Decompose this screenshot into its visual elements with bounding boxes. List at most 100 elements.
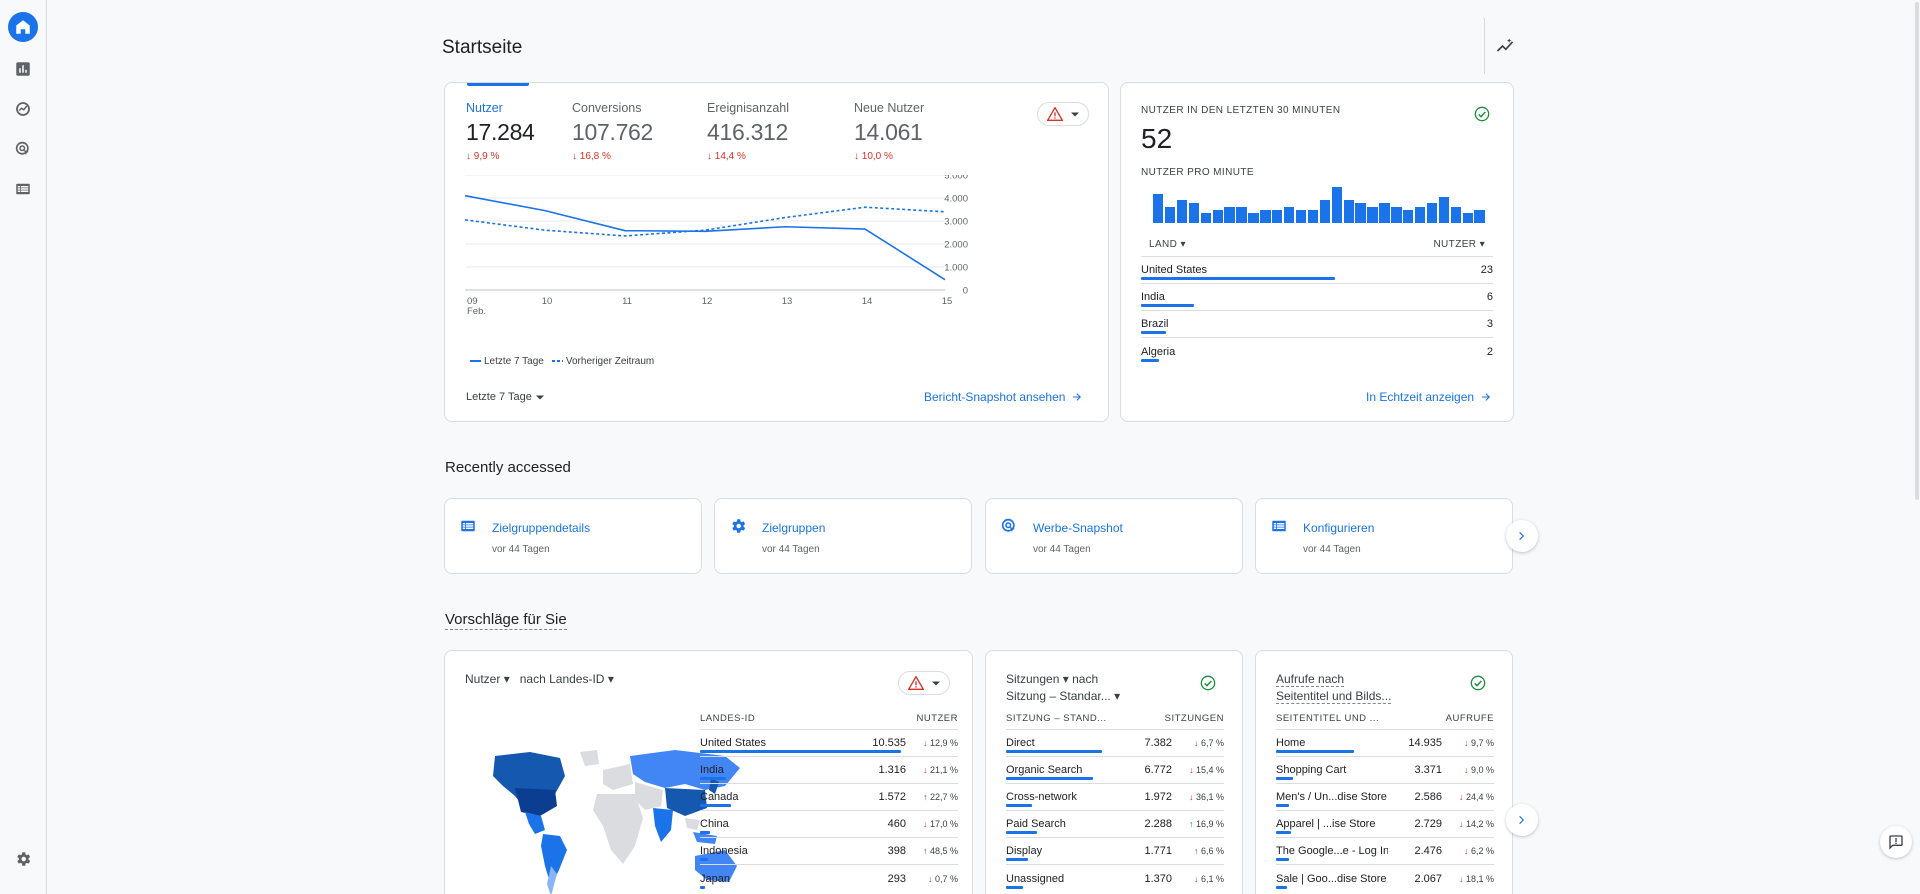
- recent-next-button[interactable]: [1506, 520, 1538, 552]
- explore-nav-button[interactable]: [8, 94, 38, 124]
- row-label: Cross-network: [1006, 791, 1077, 803]
- delta-value: 36,1 %: [1195, 792, 1224, 802]
- table-row[interactable]: Indonesia 398 ↑ 48,5 %: [700, 838, 958, 865]
- recent-item-audiences[interactable]: Zielgruppen vor 44 Tagen: [714, 498, 972, 574]
- table-row[interactable]: United States 10.535 ↓ 12,9 %: [700, 730, 958, 757]
- check-circle-icon: [1200, 675, 1216, 691]
- row-delta: ↓ 0,7 %: [906, 874, 958, 884]
- header-line-1[interactable]: Aufrufe nach: [1276, 672, 1345, 687]
- table-row[interactable]: Home 14.935 ↓ 9,7 %: [1276, 730, 1494, 757]
- arrow-up-icon: ↑: [1188, 819, 1196, 829]
- metric-tab-event-count[interactable]: Ereignisanzahl 416.312 ↓ 14,4 %: [707, 101, 789, 162]
- row-delta: ↑ 22,7 %: [906, 792, 958, 802]
- status-ok-badge[interactable]: [1471, 103, 1493, 125]
- scrollbar-thumb[interactable]: [1915, 2, 1919, 500]
- home-nav-button[interactable]: [8, 12, 38, 42]
- advertising-nav-button[interactable]: [8, 134, 38, 164]
- column-header-page-title: SEITENTITEL UND ...: [1276, 713, 1380, 724]
- table-row[interactable]: Shopping Cart 3.371 ↓ 9,0 %: [1276, 757, 1494, 784]
- metric-dropdown[interactable]: Sitzungen ▾: [1006, 671, 1069, 688]
- table-row[interactable]: India 1.316 ↓ 21,1 %: [700, 757, 958, 784]
- minute-bar: [1236, 206, 1247, 223]
- advertising-icon: [1001, 518, 1015, 532]
- caret-down-icon: ▾: [1062, 672, 1069, 686]
- row-share-bar: [700, 886, 706, 889]
- row-label: India: [700, 764, 724, 776]
- row-share-bar: [1006, 831, 1037, 834]
- delta-value: 6,7 %: [1200, 738, 1224, 748]
- row-share-bar: [1006, 804, 1033, 807]
- view-realtime-link[interactable]: In Echtzeit anzeigen: [1366, 390, 1492, 404]
- row-label: Sale | Goo...dise Store: [1276, 872, 1387, 885]
- table-row[interactable]: Japan 293 ↓ 0,7 %: [700, 865, 958, 892]
- metric-tab-new-users[interactable]: Neue Nutzer 14.061 ↓ 10,0 %: [854, 101, 924, 162]
- row-value: 1.771: [1144, 845, 1172, 857]
- metric-tab-conversions[interactable]: Conversions 107.762 ↓ 16,8 %: [572, 101, 653, 162]
- table-row[interactable]: Unassigned 1.370 ↓ 6,1 %: [1006, 865, 1224, 892]
- row-share-bar: [1006, 858, 1028, 861]
- reports-nav-button[interactable]: [8, 54, 38, 84]
- recent-item-name: Werbe-Snapshot: [1033, 521, 1123, 535]
- metric-label: Neue Nutzer: [854, 101, 925, 115]
- row-value: 2.586: [1414, 791, 1442, 803]
- dimension-dropdown[interactable]: Sitzung – Standar... ▾: [1006, 688, 1120, 705]
- view-report-snapshot-link[interactable]: Bericht-Snapshot ansehen: [924, 390, 1083, 404]
- status-ok-badge[interactable]: [1197, 672, 1219, 694]
- table-row[interactable]: Canada 1.572 ↑ 22,7 %: [700, 784, 958, 811]
- column-header-country[interactable]: LAND ▾: [1149, 239, 1186, 250]
- arrow-down-icon: ↓: [1458, 819, 1466, 829]
- table-row[interactable]: China 460 ↓ 17,0 %: [700, 811, 958, 838]
- card-header: Sitzungen ▾ nach Sitzung – Standar... ▾: [1006, 671, 1120, 705]
- table-row: India 6: [1141, 284, 1493, 311]
- configure-nav-button[interactable]: [8, 174, 38, 204]
- suggestions-next-button[interactable]: [1506, 804, 1538, 836]
- dimension-dropdown[interactable]: nach Landes-ID ▾: [520, 671, 614, 688]
- home-icon: [16, 20, 30, 34]
- row-share-bar: [1276, 831, 1292, 834]
- table-row[interactable]: Sale | Goo...dise Store 2.067 ↓ 18,1 %: [1276, 865, 1494, 892]
- metric-delta: ↓ 16,8 %: [572, 151, 653, 162]
- table-row[interactable]: Organic Search 6.772 ↓ 15,4 %: [1006, 757, 1224, 784]
- table-row[interactable]: Paid Search 2.288 ↑ 16,9 %: [1006, 811, 1224, 838]
- settings-button[interactable]: [8, 844, 38, 874]
- header-line-2[interactable]: Seitentitel und Bilds...: [1276, 689, 1392, 704]
- metric-delta-value: 9,9 %: [473, 151, 500, 162]
- vertical-scrollbar[interactable]: [1913, 0, 1920, 500]
- table-row[interactable]: The Google...e - Log In 2.476 ↓ 6,2 %: [1276, 838, 1494, 865]
- row-value: 2.067: [1414, 872, 1442, 885]
- country-table: LANDES-ID NUTZER United States 10.535 ↓ 12,…: [700, 713, 958, 892]
- table-row[interactable]: Apparel | ...ise Store 2.729 ↓ 14,2 %: [1276, 811, 1494, 838]
- insights-button[interactable]: [1484, 18, 1524, 74]
- insights-icon: [1496, 38, 1513, 52]
- row-share-bar: [1141, 359, 1159, 362]
- table-row[interactable]: Men's / Un...dise Store 2.586 ↓ 24,4 %: [1276, 784, 1494, 811]
- metric-dropdown[interactable]: Nutzer ▾: [465, 671, 510, 688]
- row-delta: ↓ 6,2 %: [1442, 846, 1494, 856]
- arrow-down-icon: ↓: [1463, 846, 1471, 856]
- status-ok-badge[interactable]: [1467, 672, 1489, 694]
- row-delta: ↑ 48,5 %: [906, 846, 958, 856]
- table-row[interactable]: Direct 7.382 ↓ 6,7 %: [1006, 730, 1224, 757]
- metric-delta-value: 14,4 %: [714, 151, 746, 162]
- recent-item-ad-snapshot[interactable]: Werbe-Snapshot vor 44 Tagen: [985, 498, 1243, 574]
- table-header: SITZUNG – STAND... SITZUNGEN: [1006, 713, 1224, 730]
- date-range-dropdown[interactable]: Letzte 7 Tage: [466, 391, 544, 403]
- series-line-previous: [465, 206, 946, 237]
- anomaly-warning-chip[interactable]: [898, 671, 950, 695]
- table-icon: [1272, 520, 1286, 532]
- row-delta: ↓ 17,0 %: [906, 819, 958, 829]
- chart-legend: Letzte 7 Tage Vorheriger Zeitraum: [470, 356, 654, 367]
- feedback-button[interactable]: [1880, 826, 1912, 858]
- table-row[interactable]: Cross-network 1.972 ↓ 36,1 %: [1006, 784, 1224, 811]
- minute-bar: [1272, 209, 1283, 223]
- x-tick-label: 10: [542, 296, 553, 307]
- row-value: 6.772: [1144, 764, 1172, 776]
- recent-item-configure[interactable]: Konfigurieren vor 44 Tagen: [1255, 498, 1513, 574]
- anomaly-warning-chip[interactable]: [1037, 102, 1089, 126]
- column-header-users[interactable]: NUTZER ▾: [1433, 239, 1485, 250]
- metric-tab-users[interactable]: Nutzer 17.284 ↓ 9,9 %: [466, 101, 535, 162]
- minute-bar: [1391, 206, 1402, 223]
- x-tick-label: 09: [467, 296, 478, 307]
- table-row[interactable]: Display 1.771 ↑ 6,6 %: [1006, 838, 1224, 865]
- recent-item-audience-details[interactable]: Zielgruppendetails vor 44 Tagen: [444, 498, 702, 574]
